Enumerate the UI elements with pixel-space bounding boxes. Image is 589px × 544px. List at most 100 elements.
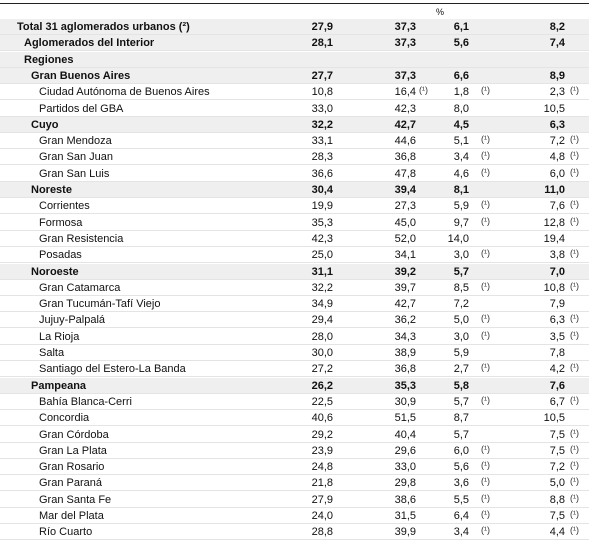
table-row: Jujuy-Palpalá 29,4 36,2 5,0 (¹) 6,3 (¹)	[0, 312, 589, 329]
cell-value: 4,5	[453, 118, 469, 131]
cell-value: 36,6	[311, 167, 333, 180]
cell-value: 42,3	[311, 232, 333, 245]
cell-note: (¹)	[481, 85, 490, 96]
row-label: Gran Córdoba	[39, 428, 109, 441]
row-label: Gran Tucumán-Tafí Viejo	[39, 298, 161, 311]
cell-value: 36,2	[394, 314, 416, 327]
cell-value: 2,3	[549, 86, 565, 99]
cell-note: (¹)	[570, 199, 579, 210]
row-label: La Rioja	[39, 330, 80, 343]
cell-note: (¹)	[481, 525, 490, 536]
cell-value: 39,2	[394, 265, 416, 278]
cell-value: 27,9	[311, 493, 333, 506]
row-label: Noroeste	[31, 265, 79, 278]
cell-value: 40,6	[311, 412, 333, 425]
cell-value: 30,0	[311, 347, 333, 359]
cell-value: 1,8	[453, 86, 469, 99]
table-row: Posadas 25,0 34,1 3,0 (¹) 3,8 (¹)	[0, 247, 589, 264]
cell-value: 34,3	[394, 330, 416, 343]
cell-note: (¹)	[570, 394, 579, 405]
cell-value: 42,3	[394, 102, 416, 115]
cell-value: 14,0	[447, 232, 469, 245]
cell-value: 33,0	[311, 102, 333, 115]
cell-value: 12,8	[543, 216, 565, 229]
cell-value: 5,9	[453, 347, 469, 359]
cell-note: (¹)	[481, 134, 490, 145]
cell-value: 8,9	[549, 69, 565, 82]
table-row: Gran San Juan 28,3 36,8 3,4 (¹) 4,8 (¹)	[0, 149, 589, 166]
cell-value: 35,3	[394, 379, 416, 392]
cell-value: 7,5	[549, 444, 565, 457]
cell-value: 7,5	[549, 510, 565, 522]
cell-value: 5,8	[453, 379, 469, 392]
cell-note: (¹)	[481, 460, 490, 471]
table-row: Río Cuarto 28,8 39,9 3,4 (¹) 4,4 (¹)	[0, 524, 589, 541]
cell-value: 22,5	[311, 395, 333, 408]
cell-note: (¹)	[481, 166, 490, 177]
table-row: Aglomerados del Interior 28,1 37,3 5,6 7,4	[0, 35, 589, 52]
cell-value: 29,2	[311, 428, 333, 441]
row-label: Mar del Plata	[39, 510, 104, 522]
cell-note: (¹)	[481, 476, 490, 487]
cell-value: 6,7	[549, 395, 565, 408]
cell-note: (¹)	[570, 85, 579, 96]
cell-value: 7,9	[549, 298, 565, 311]
cell-value: 6,0	[453, 444, 469, 457]
row-label: Total 31 aglomerados urbanos (²)	[17, 21, 190, 33]
table-row: Ciudad Autónoma de Buenos Aires 10,8 16,4(…	[0, 84, 589, 101]
cell-value: 7,2	[549, 461, 565, 474]
cell-value: 37,3	[394, 21, 416, 33]
cell-note: (¹)	[570, 166, 579, 177]
cell-value: 39,7	[394, 281, 416, 294]
row-label: Posadas	[39, 249, 82, 262]
table-row: Formosa 35,3 45,0 9,7 (¹) 12,8 (¹)	[0, 215, 589, 231]
cell-value: 16,4	[394, 86, 416, 99]
table-row: Santiago del Estero-La Banda 27,2 36,8 2,7 (…	[0, 361, 589, 378]
cell-value: 21,8	[311, 477, 333, 490]
cell-value: 42,7	[394, 118, 416, 131]
cell-value: 30,9	[394, 395, 416, 408]
cell-value: 28,0	[311, 330, 333, 343]
cell-value: 11,0	[544, 184, 565, 196]
row-label: Noreste	[31, 184, 72, 196]
cell-note: (¹)	[481, 280, 490, 291]
cell-value: 5,6	[453, 461, 469, 474]
row-label: Gran Rosario	[39, 461, 105, 474]
table-row: Bahía Blanca-Cerri 22,5 30,9 5,7 (¹) 6,7 (¹)	[0, 394, 589, 410]
cell-value: 28,3	[311, 151, 333, 164]
cell-note: (¹)	[570, 215, 579, 226]
cell-value: 8,8	[549, 493, 565, 506]
cell-note: (¹)	[570, 248, 579, 259]
cell-note: (¹)	[570, 313, 579, 324]
table-row: Regiones	[0, 51, 589, 68]
cell-note: (¹)	[481, 362, 490, 373]
cell-value: 40,4	[394, 428, 416, 441]
cell-value: 8,0	[453, 102, 469, 115]
cell-value: 8,7	[453, 412, 469, 425]
cell-value: 8,1	[453, 184, 469, 196]
cell-value: 6,1	[453, 21, 469, 33]
cell-note: (¹)	[570, 280, 579, 291]
cell-value: 38,9	[394, 347, 416, 359]
cell-value: 3,4	[453, 151, 469, 164]
cell-value: 27,7	[311, 69, 333, 82]
cell-value: 5,5	[453, 493, 469, 506]
cell-value: 27,9	[311, 21, 333, 33]
table-row: Noreste 30,4 39,4 8,1 11,0	[0, 182, 589, 198]
cell-note: (¹)	[481, 215, 490, 226]
cell-note: (¹)	[570, 150, 579, 161]
cell-value: 30,4	[311, 184, 333, 196]
cell-value: 32,2	[311, 118, 333, 131]
cell-value: 31,5	[394, 510, 416, 522]
cell-note: (¹)	[570, 427, 579, 438]
table-row: Gran San Luis 36,6 47,8 4,6 (¹) 6,0 (¹)	[0, 166, 589, 182]
table-row: Gran Tucumán-Tafí Viejo 34,9 42,7 7,2 7,9	[0, 296, 589, 313]
cell-value: 24,8	[311, 461, 333, 474]
cell-note: (¹)	[481, 150, 490, 161]
cell-value: 3,0	[453, 249, 469, 262]
cell-note: (¹)	[481, 509, 490, 519]
cell-value: 25,0	[311, 249, 333, 262]
row-label: Concordia	[39, 412, 90, 425]
cell-value: 28,8	[311, 526, 333, 539]
